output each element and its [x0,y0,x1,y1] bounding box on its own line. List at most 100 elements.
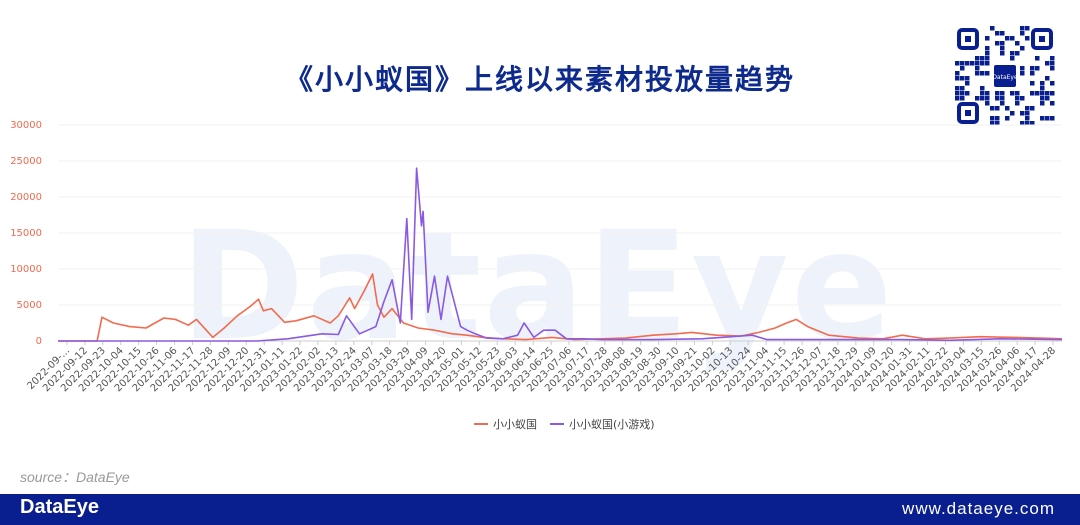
qr-module [985,61,990,66]
qr-module [975,56,980,61]
qr-module [1040,116,1045,121]
legend-label: 小小蚁国(小游戏) [569,418,655,431]
qr-module [960,91,965,96]
qr-module [990,116,995,121]
qr-module [980,71,985,76]
qr-module [965,76,970,81]
qr-module [1015,41,1020,46]
qr-module [1050,81,1055,86]
y-axis: 0 5000 10000 15000 20000 25000 30000 [10,120,42,347]
qr-module [1040,101,1045,106]
qr-logo-text: DataEye [992,74,1018,81]
qr-module [1020,121,1025,126]
y-tick-label: 15000 [10,228,42,239]
qr-module [1035,91,1040,96]
source-note: source：DataEye [20,469,130,485]
y-gridlines [58,124,1062,342]
qr-module [1035,66,1040,71]
qr-module [975,66,980,71]
qr-module [1045,91,1050,96]
qr-module [985,36,990,41]
qr-module [1050,101,1055,106]
qr-module [1010,51,1015,56]
qr-module [1020,66,1025,71]
qr-module [1040,81,1045,86]
qr-module [1005,36,1010,41]
qr-module [985,51,990,56]
qr-module [965,61,970,66]
footer-url[interactable]: www.dataeye.com [902,499,1055,518]
qr-module [965,81,970,86]
qr-module [975,96,980,101]
qr-module [1005,116,1010,121]
qr-module [955,86,960,91]
qr-module [990,106,995,111]
qr-module [1025,36,1030,41]
series-line-1 [58,273,1063,342]
qr-module [1025,111,1030,116]
qr-module [995,41,1000,46]
qr-module [1050,61,1055,66]
qr-module [990,121,995,126]
qr-module [955,91,960,96]
qr-module [1050,91,1055,96]
qr-module [1030,121,1035,126]
qr-module [970,61,975,66]
footer-bar: DataEye www.dataeye.com [0,494,1080,525]
qr-module [980,86,985,91]
qr-module [1020,31,1025,36]
qr-module [1050,116,1055,121]
qr-module [1050,56,1055,61]
qr-module [980,96,985,101]
y-tick-label: 10000 [10,264,42,275]
qr-module [1000,51,1005,56]
qr-module [995,31,1000,36]
qr-module [1025,121,1030,126]
qr-module [1000,31,1005,36]
qr-module [1010,111,1015,116]
qr-module [960,96,965,101]
watermark: DataEye [180,200,895,374]
qr-module [1010,36,1015,41]
line-chart: 0 5000 10000 15000 20000 25000 30000 2022-09-.… [10,120,1063,431]
qr-module [1030,81,1035,86]
qr-module [975,61,980,66]
legend-label: 小小蚁国 [493,418,537,431]
qr-module [960,76,965,81]
qr-module [955,61,960,66]
qr-module [995,106,1000,111]
series-lines [58,167,1063,342]
y-tick-label: 0 [36,336,42,347]
qr-module [1030,106,1035,111]
qr-module [1040,86,1045,91]
y-tick-label: 30000 [10,120,42,131]
qr-module [1045,96,1050,101]
qr-module [960,66,965,71]
x-axis: 2022-09-...2022-09-122022-09-232022-10-0… [25,341,1058,394]
qr-module [1030,91,1035,96]
qr-module [1050,66,1055,71]
qr-module [1005,106,1010,111]
qr-module [1045,76,1050,81]
qr-module [1020,26,1025,31]
qr-module [1015,51,1020,56]
legend: 小小蚁国 小小蚁国(小游戏) [474,418,655,431]
qr-module [1035,56,1040,61]
qr-module [955,96,960,101]
qr-module [995,121,1000,126]
qr-module [985,91,990,96]
qr-module [985,101,990,106]
qr-module [1025,116,1030,121]
qr-module [990,26,995,31]
qr-code: DataEye [955,26,1055,126]
qr-module [965,91,970,96]
y-tick-label: 25000 [10,156,42,167]
qr-module [1000,91,1005,96]
footer-logo: DataEye [20,496,99,518]
qr-module [960,86,965,91]
qr-module [1025,106,1030,111]
series-line-2 [58,167,1063,342]
qr-module [955,76,960,81]
qr-module [1030,71,1035,76]
qr-module [995,91,1000,96]
